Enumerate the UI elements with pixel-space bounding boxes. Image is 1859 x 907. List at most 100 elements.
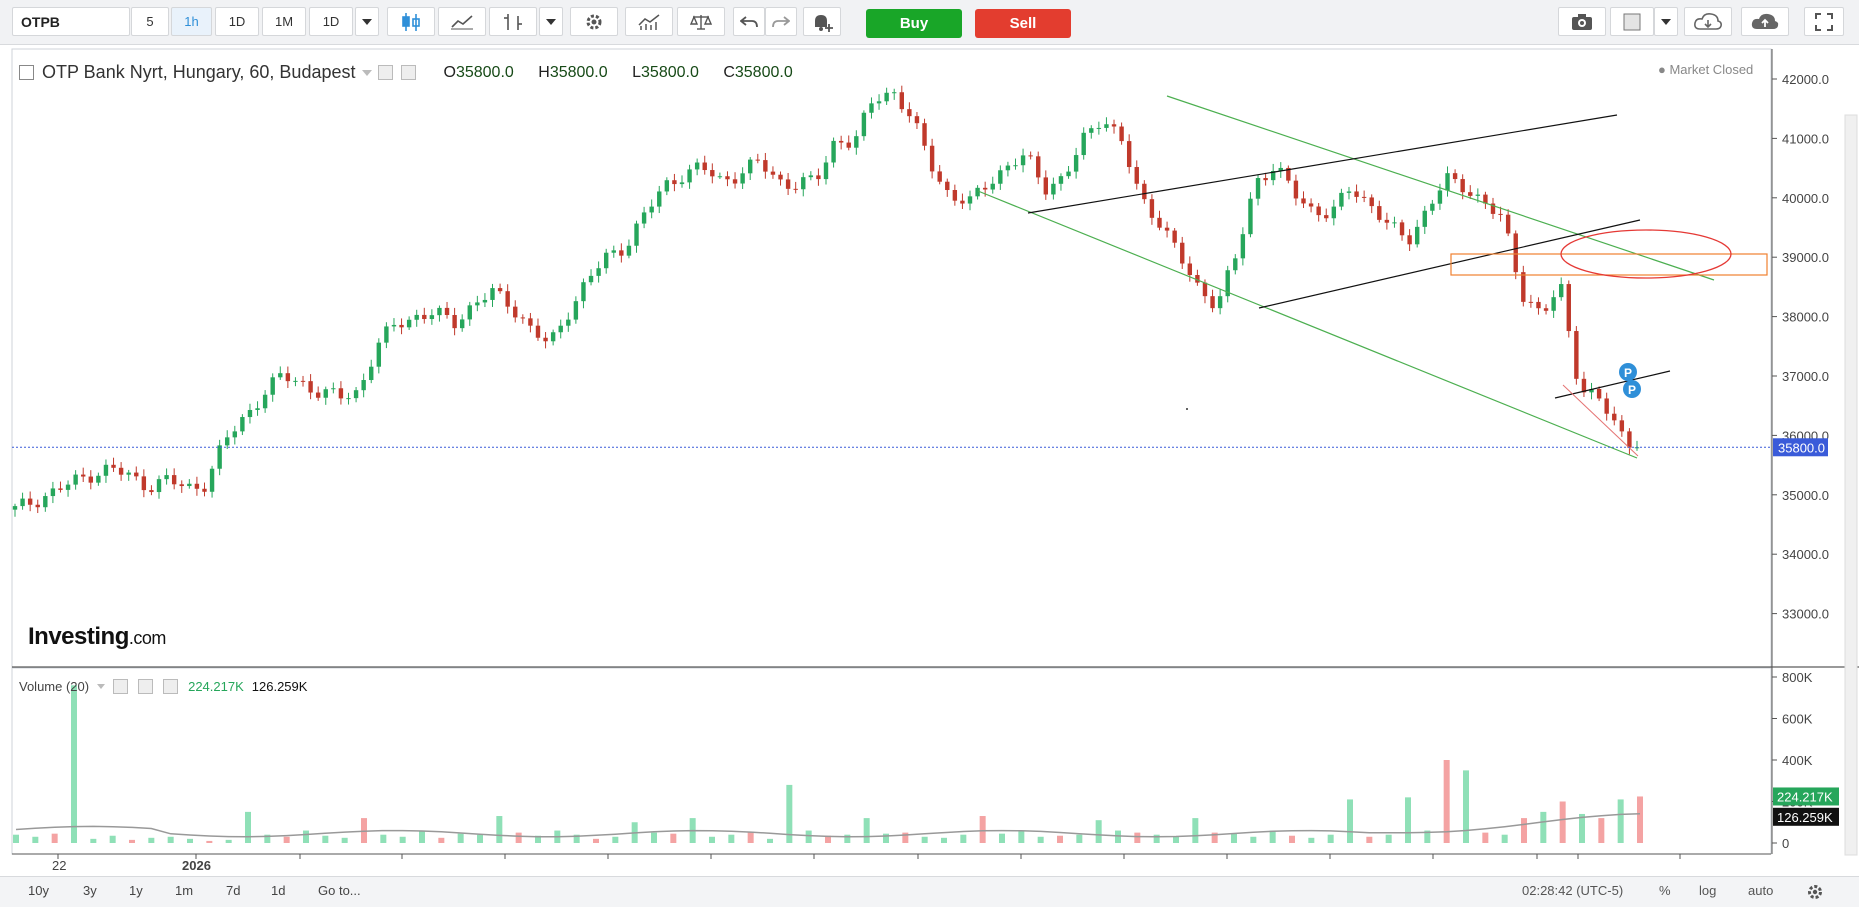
interval-1d-alt[interactable]: 1D — [309, 7, 353, 36]
title-dropdown-icon[interactable] — [361, 69, 372, 76]
candle-body — [422, 314, 427, 320]
indicator-bars-icon[interactable] — [489, 7, 537, 36]
candle-body — [1119, 126, 1124, 142]
volume-hide-icon[interactable] — [113, 679, 129, 694]
interval-1d[interactable]: 1D — [215, 7, 259, 36]
volume-bar — [1501, 834, 1508, 843]
volume-bar — [1482, 832, 1489, 843]
volume-bar — [573, 834, 580, 843]
hide-eye-icon[interactable] — [377, 65, 393, 80]
candle-body — [1483, 194, 1488, 204]
candle-body — [573, 301, 579, 320]
open-value: 35800.0 — [455, 63, 514, 81]
candle-body — [391, 324, 397, 327]
candle-body — [118, 467, 124, 475]
candle-body — [406, 319, 412, 328]
volume-bar — [1153, 834, 1160, 843]
volume-close-icon[interactable] — [163, 679, 179, 694]
volume-bar — [1057, 835, 1063, 843]
buy-button[interactable]: Buy — [866, 9, 962, 38]
pivot-marker-icon — [1623, 380, 1641, 398]
legend-settings-icon[interactable] — [400, 65, 416, 80]
low-value: 35800.0 — [641, 63, 699, 81]
candle-body — [490, 288, 495, 300]
indicators-icon[interactable] — [625, 7, 673, 36]
volume-dropdown-icon[interactable] — [97, 684, 106, 689]
candles-icon[interactable] — [387, 7, 435, 36]
interval-1m[interactable]: 1M — [262, 7, 306, 36]
compare-scale-icon[interactable] — [677, 7, 725, 36]
candle-body — [945, 181, 950, 191]
resistance-zone — [1450, 253, 1768, 276]
volume-bar — [341, 837, 348, 843]
volume-bar — [1617, 799, 1624, 843]
chart-type-dropdown-icon[interactable] — [539, 7, 563, 36]
volume-bar — [167, 836, 174, 843]
price-chart[interactable]: 42000.0 41000.0 40000.0 39000.0 38000.0 37000… — [0, 0, 1859, 876]
range-1d[interactable]: 1d — [271, 883, 286, 898]
candle-body — [1195, 274, 1200, 283]
volume-bar — [921, 836, 928, 843]
percent-toggle[interactable]: % — [1659, 883, 1671, 898]
cloud-upload-icon[interactable] — [1741, 7, 1789, 36]
redo-icon[interactable] — [765, 7, 797, 36]
layout-dropdown-icon[interactable] — [1654, 7, 1678, 36]
fullscreen-icon[interactable] — [1804, 7, 1844, 36]
volume-tick-label: 800K — [1782, 670, 1813, 685]
candle-body — [1581, 378, 1587, 393]
volume-settings-icon[interactable] — [138, 679, 154, 694]
candle-body — [861, 112, 867, 137]
candle-body — [846, 142, 851, 148]
candle-body — [619, 250, 624, 256]
candle-body — [1043, 177, 1049, 195]
candle-body — [717, 176, 723, 178]
volume-bar — [129, 839, 135, 843]
layout-square-icon[interactable] — [1610, 7, 1654, 36]
sell-button[interactable]: Sell — [975, 9, 1071, 38]
log-toggle[interactable]: log — [1699, 883, 1717, 898]
candle-body — [270, 377, 275, 395]
collapse-legend-icon[interactable] — [19, 65, 34, 80]
candle-body — [801, 177, 806, 190]
range-3y[interactable]: 3y — [83, 883, 97, 898]
candle-body — [1187, 263, 1193, 275]
close-value: 35800.0 — [734, 63, 793, 81]
candle-body — [907, 109, 912, 117]
candle-body — [81, 474, 86, 477]
range-1m[interactable]: 1m — [175, 883, 194, 898]
candle-body — [1596, 388, 1602, 399]
candle-body — [725, 176, 730, 180]
ohlc-values: O35800.0 H35800.0 L35800.0 C35800.0 — [443, 63, 793, 81]
volume-bar — [863, 818, 870, 843]
candle-body — [437, 307, 442, 316]
interval-5[interactable]: 5 — [131, 7, 169, 36]
chart-settings-gear-icon[interactable] — [1806, 883, 1824, 901]
volume-bar — [1018, 830, 1025, 843]
alert-bell-icon[interactable] — [803, 7, 841, 36]
candle-body — [1089, 128, 1094, 133]
undo-icon[interactable] — [733, 7, 765, 36]
candle-body — [1005, 165, 1011, 171]
candle-body — [126, 472, 131, 475]
cloud-download-icon[interactable] — [1684, 7, 1732, 36]
settings-gear-icon[interactable] — [570, 7, 618, 36]
candle-body — [869, 103, 874, 113]
range-10y[interactable]: 10y — [28, 883, 49, 898]
goto-date[interactable]: Go to... — [318, 883, 361, 898]
range-7d[interactable]: 7d — [226, 883, 241, 898]
interval-1h[interactable]: 1h — [171, 7, 212, 36]
camera-icon[interactable] — [1558, 7, 1606, 36]
volume-bar — [90, 838, 97, 843]
candle-body — [982, 187, 988, 190]
interval-dropdown-icon[interactable] — [355, 7, 379, 36]
range-1y[interactable]: 1y — [129, 883, 143, 898]
symbol-input[interactable]: OTPB — [12, 7, 130, 36]
line-chart-icon[interactable] — [438, 7, 486, 36]
volume-bar — [419, 830, 425, 843]
candle-body — [876, 101, 882, 104]
price-tick-label: 41000.0 — [1782, 131, 1829, 146]
last-price-badge — [1773, 438, 1828, 457]
candle-body — [967, 196, 973, 204]
auto-toggle[interactable]: auto — [1748, 883, 1774, 898]
candle-body — [1498, 213, 1503, 215]
